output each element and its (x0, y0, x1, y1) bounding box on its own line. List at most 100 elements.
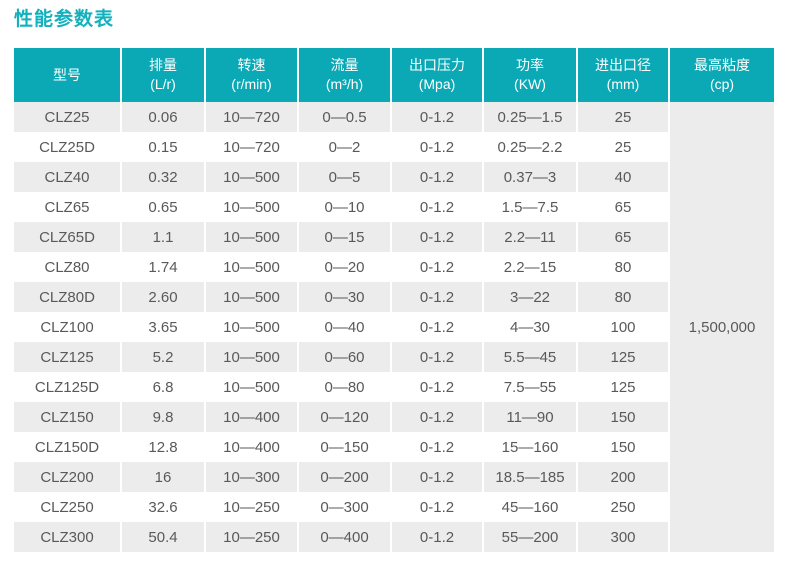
power-cell: 45—160 (482, 492, 577, 522)
displacement-cell: 2.60 (120, 282, 205, 312)
diameter-cell: 25 (576, 132, 669, 162)
speed-cell: 10—500 (204, 342, 298, 372)
column-header-name: 进出口径 (595, 57, 651, 73)
table-row: CLZ125D 6.8 10—500 0—80 0-1.2 7.5—55 125 (14, 372, 774, 402)
pressure-cell: 0-1.2 (390, 252, 483, 282)
power-cell: 7.5—55 (482, 372, 577, 402)
model-cell: CLZ200 (14, 462, 121, 492)
diameter-cell: 100 (576, 312, 669, 342)
column-header-name: 转速 (237, 57, 266, 73)
page-title: 性能参数表 (14, 9, 115, 30)
power-cell: 15—160 (482, 432, 577, 462)
power-cell: 5.5—45 (482, 342, 577, 372)
table-row: CLZ150 9.8 10—400 0—120 0-1.2 11—90 150 (14, 402, 774, 432)
model-cell: CLZ25 (14, 102, 121, 132)
power-cell: 55—200 (482, 522, 577, 552)
displacement-cell: 0.32 (120, 162, 205, 192)
diameter-cell: 65 (576, 222, 669, 252)
column-header: 流量 (m³/h) (297, 48, 391, 102)
column-header: 最高粘度 (cp) (668, 48, 774, 102)
flow-cell: 0—15 (297, 222, 391, 252)
pressure-cell: 0-1.2 (390, 282, 483, 312)
diameter-cell: 80 (576, 252, 669, 282)
model-cell: CLZ300 (14, 522, 121, 552)
pressure-cell: 0-1.2 (390, 492, 483, 522)
diameter-cell: 150 (576, 432, 669, 462)
model-cell: CLZ100 (14, 312, 121, 342)
table-row: CLZ80 1.74 10—500 0—20 0-1.2 2.2—15 80 (14, 252, 774, 282)
speed-cell: 10—250 (204, 492, 298, 522)
column-header: 出口压力 (Mpa) (390, 48, 483, 102)
pressure-cell: 0-1.2 (390, 192, 483, 222)
table-row: CLZ65D 1.1 10—500 0—15 0-1.2 2.2—11 65 (14, 222, 774, 252)
model-cell: CLZ250 (14, 492, 121, 522)
displacement-cell: 5.2 (120, 342, 205, 372)
flow-cell: 0—300 (297, 492, 391, 522)
table-row: CLZ200 16 10—300 0—200 0-1.2 18.5—185 200 (14, 462, 774, 492)
table-body: CLZ25 0.06 10—720 0—0.5 0-1.2 0.25—1.5 25 1,500… (14, 102, 774, 552)
table-row: CLZ150D 12.8 10—400 0—150 0-1.2 15—160 150 (14, 432, 774, 462)
model-cell: CLZ25D (14, 132, 121, 162)
diameter-cell: 80 (576, 282, 669, 312)
displacement-cell: 16 (120, 462, 205, 492)
pressure-cell: 0-1.2 (390, 402, 483, 432)
diameter-cell: 40 (576, 162, 669, 192)
column-header-name: 排量 (149, 57, 177, 73)
column-header-unit: (KW) (514, 76, 546, 92)
model-cell: CLZ65D (14, 222, 121, 252)
pressure-cell: 0-1.2 (390, 312, 483, 342)
pressure-cell: 0-1.2 (390, 162, 483, 192)
power-cell: 3—22 (482, 282, 577, 312)
flow-cell: 0—60 (297, 342, 391, 372)
displacement-cell: 6.8 (120, 372, 205, 402)
pressure-cell: 0-1.2 (390, 132, 483, 162)
model-cell: CLZ40 (14, 162, 121, 192)
flow-cell: 0—120 (297, 402, 391, 432)
column-header: 排量 (L/r) (120, 48, 205, 102)
table-row: CLZ40 0.32 10—500 0—5 0-1.2 0.37—3 40 (14, 162, 774, 192)
column-header-unit: (r/min) (231, 76, 272, 92)
diameter-cell: 25 (576, 102, 669, 132)
flow-cell: 0—150 (297, 432, 391, 462)
speed-cell: 10—400 (204, 432, 298, 462)
table-row: CLZ25D 0.15 10—720 0—2 0-1.2 0.25—2.2 25 (14, 132, 774, 162)
performance-spec-table: 型号 排量 (L/r) 转速 (r/min) 流量 (m³/h) 出口压力 (Mpa) 功率 (KW… (14, 48, 774, 552)
column-header-unit: (mm) (606, 76, 640, 92)
diameter-cell: 65 (576, 192, 669, 222)
power-cell: 1.5—7.5 (482, 192, 577, 222)
column-header-name: 型号 (53, 66, 81, 83)
header-row: 型号 排量 (L/r) 转速 (r/min) 流量 (m³/h) 出口压力 (Mpa) 功率 (KW… (14, 48, 774, 102)
column-header: 进出口径 (mm) (576, 48, 669, 102)
speed-cell: 10—500 (204, 192, 298, 222)
displacement-cell: 1.1 (120, 222, 205, 252)
diameter-cell: 200 (576, 462, 669, 492)
diameter-cell: 125 (576, 342, 669, 372)
table-row: CLZ300 50.4 10—250 0—400 0-1.2 55—200 300 (14, 522, 774, 552)
pressure-cell: 0-1.2 (390, 222, 483, 252)
speed-cell: 10—720 (204, 102, 298, 132)
model-cell: CLZ150D (14, 432, 121, 462)
column-header-unit: (cp) (709, 76, 735, 92)
table-row: CLZ65 0.65 10—500 0—10 0-1.2 1.5—7.5 65 (14, 192, 774, 222)
model-cell: CLZ80 (14, 252, 121, 282)
column-header-unit: (Mpa) (418, 76, 456, 92)
diameter-cell: 300 (576, 522, 669, 552)
pressure-cell: 0-1.2 (390, 342, 483, 372)
table-row: CLZ80D 2.60 10—500 0—30 0-1.2 3—22 80 (14, 282, 774, 312)
speed-cell: 10—500 (204, 372, 298, 402)
speed-cell: 10—500 (204, 312, 298, 342)
table-row: CLZ25 0.06 10—720 0—0.5 0-1.2 0.25—1.5 25 1,500… (14, 102, 774, 552)
flow-cell: 0—0.5 (297, 102, 391, 132)
pressure-cell: 0-1.2 (390, 522, 483, 552)
pressure-cell: 0-1.2 (390, 432, 483, 462)
displacement-cell: 0.06 (120, 102, 205, 132)
column-header-unit: (L/r) (150, 76, 176, 92)
speed-cell: 10—500 (204, 222, 298, 252)
flow-cell: 0—5 (297, 162, 391, 192)
power-cell: 4—30 (482, 312, 577, 342)
power-cell: 2.2—11 (482, 222, 577, 252)
model-cell: CLZ80D (14, 282, 121, 312)
column-header-name: 功率 (516, 57, 544, 73)
model-cell: CLZ125 (14, 342, 121, 372)
